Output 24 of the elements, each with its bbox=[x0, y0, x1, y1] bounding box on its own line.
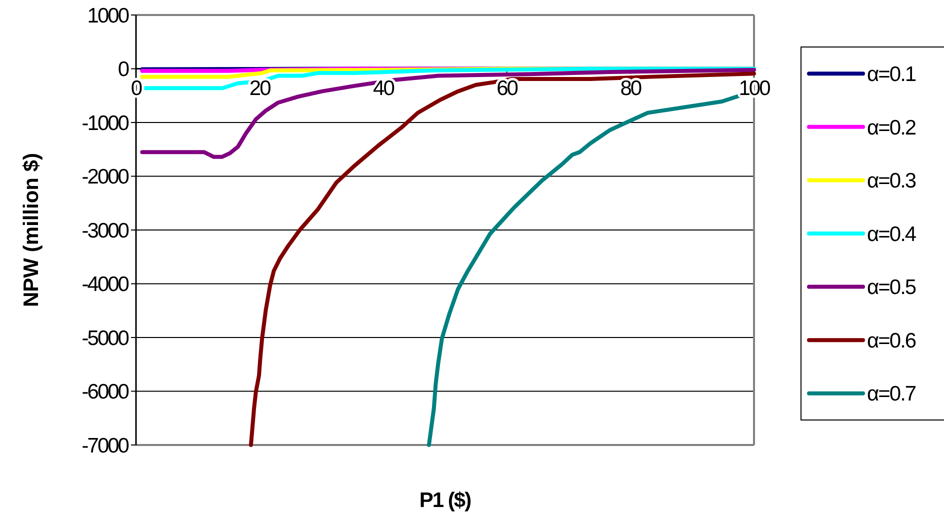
y-tick-label: 1000 bbox=[87, 4, 129, 28]
line-series bbox=[426, 94, 742, 447]
y-tick-label: -7000 bbox=[82, 434, 129, 458]
legend-label: α=0.4 bbox=[867, 222, 917, 246]
x-tick-label: 60 bbox=[496, 76, 518, 100]
y-tick-label: 0 bbox=[118, 58, 129, 82]
x-tick-label: 80 bbox=[620, 76, 642, 100]
x-tick-label: 20 bbox=[249, 76, 271, 100]
legend-label: α=0.2 bbox=[867, 116, 916, 140]
y-tick-label: -1000 bbox=[82, 112, 129, 135]
legend-label: α=0.5 bbox=[867, 276, 916, 300]
y-tick-label: -6000 bbox=[82, 380, 129, 404]
legend-label: α=0.7 bbox=[867, 382, 916, 406]
x-axis-title: P1 ($) bbox=[419, 489, 471, 512]
x-tick-label: 40 bbox=[373, 76, 394, 100]
y-tick-label: -2000 bbox=[82, 166, 129, 189]
y-tick-label: -4000 bbox=[82, 273, 129, 296]
legend-label: α=0.6 bbox=[867, 329, 916, 352]
y-tick-label: -3000 bbox=[82, 219, 129, 242]
x-tick-label: 100 bbox=[738, 76, 770, 100]
legend-label: α=0.3 bbox=[867, 170, 916, 193]
y-tick-label: -5000 bbox=[82, 326, 129, 350]
legend-label: α=0.1 bbox=[867, 62, 916, 86]
y-axis-title: NPW (million $) bbox=[20, 153, 43, 307]
